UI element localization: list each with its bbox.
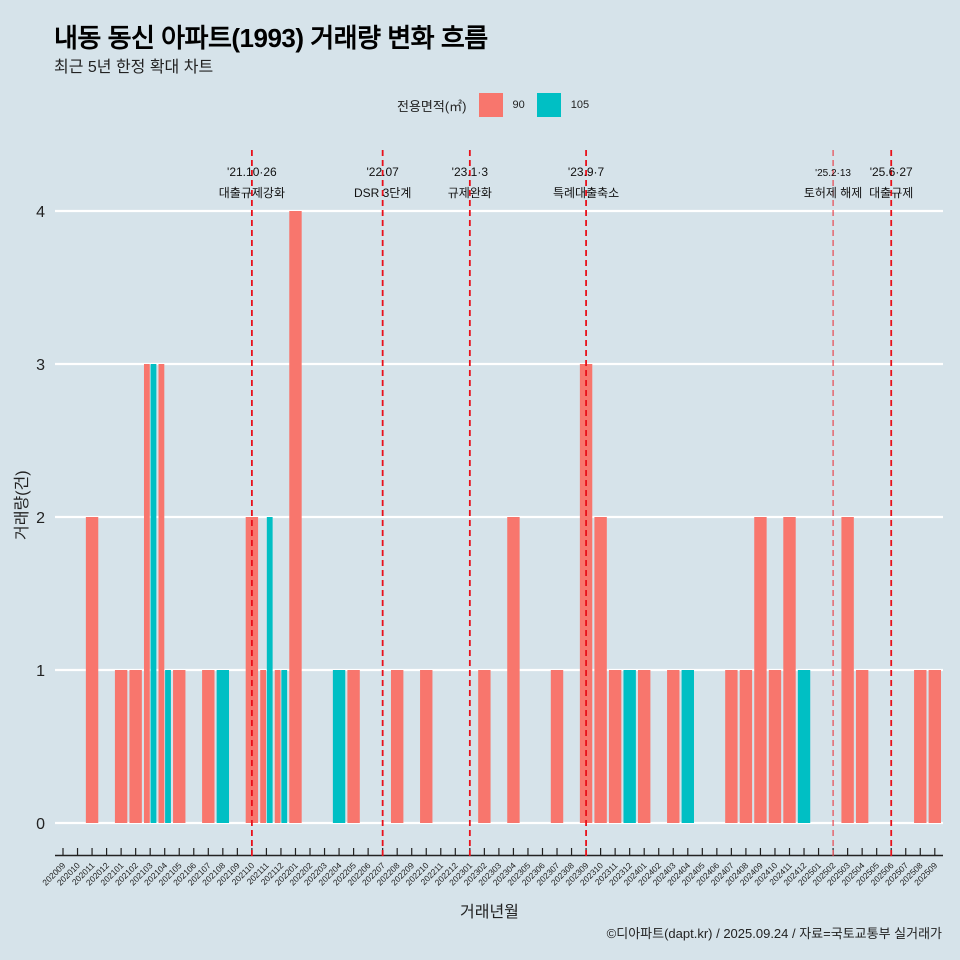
chart-subtitle: 최근 5년 한정 확대 차트 (54, 59, 214, 76)
event-date: '25.2·13 (815, 168, 851, 179)
bar-90-202105 (173, 670, 186, 823)
y-axis-title: 거래량(건) (14, 470, 31, 540)
bar-90-202011 (85, 517, 99, 823)
y-tick-label: 0 (36, 816, 45, 833)
bar-90-202201 (289, 211, 302, 823)
bar-105-202312 (623, 670, 636, 823)
bar-90-202205 (347, 670, 360, 823)
legend-swatch-105 (536, 93, 561, 117)
legend-label-105: 105 (570, 99, 590, 111)
bar-105-202204 (332, 670, 346, 823)
bar-90-202112 (274, 670, 281, 823)
bar-90-202304 (507, 517, 520, 823)
y-tick-label: 4 (36, 204, 45, 221)
bar-105-202104 (165, 670, 171, 823)
bar-90-202307 (550, 670, 564, 823)
bar-90-202408 (739, 670, 753, 823)
event-label: DSR 3단계 (354, 186, 411, 200)
bar-105-202412 (797, 670, 811, 823)
event-date: '23.1·3 (452, 165, 489, 179)
bar-105-202112 (281, 670, 288, 823)
bar-105-202108 (216, 670, 230, 823)
bar-90-202302 (478, 670, 491, 823)
legend-label-90: 90 (512, 99, 525, 111)
legend: 전용면적(㎡) 90 105 (397, 93, 589, 117)
bar-90-202111 (260, 670, 267, 823)
bar-90-202311 (608, 670, 622, 823)
bar-90-202504 (855, 670, 869, 823)
chart-title: 내동 동신 아파트(1993) 거래량 변화 흐름 (54, 23, 488, 53)
bar-90-202401 (638, 670, 651, 823)
y-tick-label: 2 (36, 510, 45, 527)
bar-105-202111 (266, 517, 273, 823)
event-date: '21.10·26 (227, 165, 277, 179)
bar-90-202102 (129, 670, 142, 823)
bar-105-202404 (681, 670, 694, 823)
caption: ©디아파트(dapt.kr) / 2025.09.24 / 자료=국토교통부 실… (606, 926, 942, 941)
legend-title: 전용면적(㎡) (397, 98, 467, 114)
bar-105-202103 (150, 364, 157, 823)
bar-90-202403 (667, 670, 680, 823)
event-date: '25.6·27 (870, 165, 913, 179)
bar-90-202407 (725, 670, 738, 823)
y-tick-label: 1 (36, 663, 45, 680)
bar-90-202410 (768, 670, 782, 823)
event-label: 대출규제 (869, 186, 913, 200)
event-date: '23.9·7 (568, 165, 605, 179)
event-date: '22.07 (366, 165, 399, 179)
y-tick-label: 3 (36, 357, 45, 374)
x-axis-title: 거래년월 (460, 904, 519, 921)
bar-90-202503 (841, 517, 854, 823)
bar-90-202210 (420, 670, 433, 823)
bar-90-202509 (928, 670, 941, 823)
bar-90-202103 (143, 364, 150, 823)
bar-90-202508 (914, 670, 927, 823)
bar-90-202107 (202, 670, 215, 823)
bar-90-202411 (783, 517, 796, 823)
event-label: 규제완화 (448, 186, 492, 200)
event-label: 토허제 해제 (804, 186, 863, 200)
legend-swatch-90 (478, 93, 503, 117)
bar-90-202208 (390, 670, 404, 823)
bar-90-202310 (594, 517, 607, 823)
event-label: 대출규제강화 (219, 186, 285, 200)
bar-90-202104 (158, 364, 165, 823)
event-label: 특례대출축소 (553, 186, 619, 200)
bar-90-202101 (114, 670, 128, 823)
bar-90-202409 (754, 517, 767, 823)
